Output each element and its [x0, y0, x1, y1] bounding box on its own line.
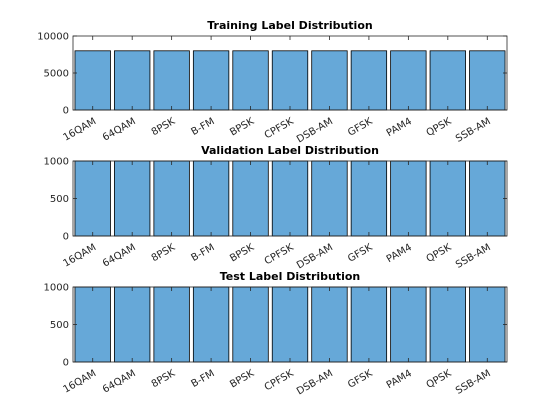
bar-DSB-AM — [311, 50, 348, 111]
x-tick-label: SSB-AM — [454, 116, 493, 145]
bar-QPSK — [429, 286, 466, 363]
bar-QPSK — [429, 160, 466, 237]
x-tick-label: 16QAM — [61, 116, 98, 144]
bar-8PSK — [153, 50, 190, 111]
y-tick-label: 0 — [63, 106, 69, 117]
bar-SSB-AM — [469, 160, 506, 237]
y-tick-label: 5000 — [44, 69, 69, 80]
bar-DSB-AM — [311, 160, 348, 237]
x-tick-label: 64QAM — [101, 116, 138, 144]
bar-PAM4 — [390, 160, 427, 237]
x-tick-label: SSB-AM — [454, 368, 493, 397]
x-tick-label: 64QAM — [101, 242, 138, 270]
x-tick-label: SSB-AM — [454, 242, 493, 271]
bar-SSB-AM — [469, 50, 506, 111]
bar-GFSK — [350, 286, 388, 363]
x-tick-label: PAM4 — [385, 242, 414, 265]
x-tick-label: DSB-AM — [295, 242, 335, 271]
x-tick-label: B-FM — [190, 242, 217, 264]
x-tick-label: B-FM — [190, 116, 217, 138]
bar-64QAM — [114, 160, 151, 237]
bar-CPFSK — [271, 50, 309, 111]
y-tick-label: 0 — [63, 232, 69, 243]
y-tick-label: 10000 — [37, 32, 69, 43]
bar-SSB-AM — [469, 286, 506, 363]
x-tick-label: BPSK — [228, 368, 256, 391]
bar-PAM4 — [390, 286, 427, 363]
bar-16QAM — [74, 160, 111, 237]
bar-QPSK — [429, 50, 466, 111]
bar-CPFSK — [271, 160, 309, 237]
x-tick-label: CPFSK — [263, 368, 296, 393]
bar-16QAM — [74, 50, 111, 111]
x-tick-label: DSB-AM — [295, 368, 335, 397]
x-tick-label: 8PSK — [150, 116, 178, 138]
bar-GFSK — [350, 50, 388, 111]
x-tick-label: BPSK — [228, 116, 256, 139]
x-tick-label: 8PSK — [150, 242, 178, 264]
x-tick-label: BPSK — [228, 242, 256, 265]
chart-title: Validation Label Distribution — [201, 144, 379, 157]
bar-B-FM — [192, 160, 230, 237]
bar-CPFSK — [271, 286, 309, 363]
x-tick-label: DSB-AM — [295, 116, 335, 145]
chart-title: Training Label Distribution — [207, 19, 372, 32]
x-tick-label: QPSK — [425, 116, 454, 139]
y-tick-label: 1000 — [44, 283, 69, 294]
x-tick-label: 64QAM — [101, 368, 138, 396]
bar-BPSK — [232, 50, 269, 111]
bar-GFSK — [350, 160, 388, 237]
x-tick-label: PAM4 — [385, 116, 414, 139]
x-tick-label: GFSK — [346, 368, 375, 391]
y-tick-label: 1000 — [44, 157, 69, 168]
x-tick-label: QPSK — [425, 242, 454, 265]
bar-BPSK — [232, 286, 269, 363]
bar-PAM4 — [390, 50, 427, 111]
bar-DSB-AM — [311, 286, 348, 363]
bar-8PSK — [153, 286, 190, 363]
x-tick-label: GFSK — [346, 116, 375, 139]
bar-64QAM — [114, 286, 151, 363]
bar-B-FM — [192, 50, 230, 111]
bar-16QAM — [74, 286, 111, 363]
x-tick-label: CPFSK — [263, 242, 296, 267]
x-tick-label: 16QAM — [61, 242, 98, 270]
x-tick-label: B-FM — [190, 368, 217, 390]
bar-8PSK — [153, 160, 190, 237]
y-tick-label: 0 — [63, 358, 69, 369]
bar-BPSK — [232, 160, 269, 237]
x-tick-label: 8PSK — [150, 368, 178, 390]
x-tick-label: GFSK — [346, 242, 375, 265]
bar-B-FM — [192, 286, 230, 363]
x-tick-label: QPSK — [425, 368, 454, 391]
x-tick-label: CPFSK — [263, 116, 296, 141]
x-tick-label: 16QAM — [61, 368, 98, 396]
y-tick-label: 500 — [50, 320, 69, 331]
bar-64QAM — [114, 50, 151, 111]
x-tick-label: PAM4 — [385, 368, 414, 391]
chart-title: Test Label Distribution — [220, 270, 361, 283]
y-tick-label: 500 — [50, 194, 69, 205]
